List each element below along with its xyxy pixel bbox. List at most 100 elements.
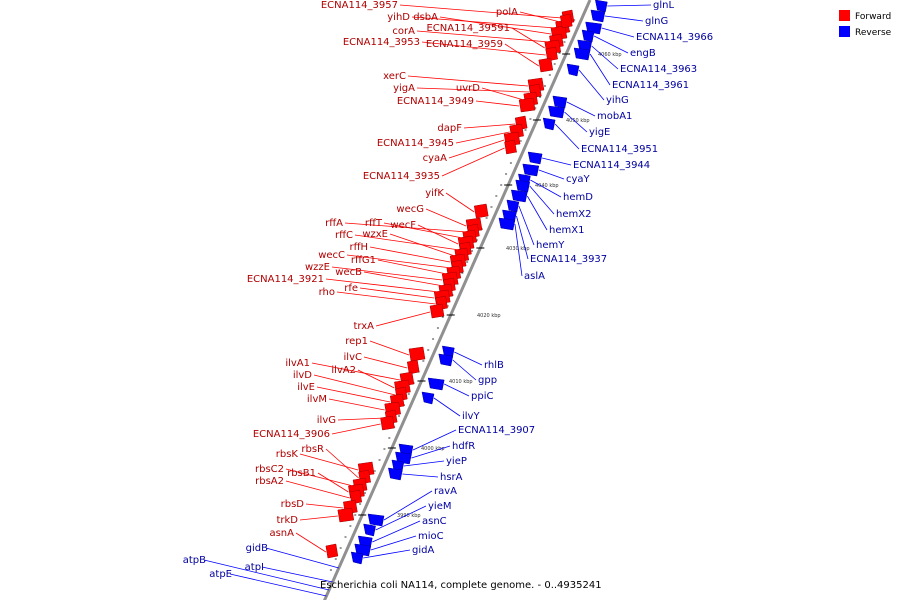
forward-gene-feature	[380, 415, 395, 431]
reverse-gene-label: ECNA114_3907	[458, 425, 535, 436]
reverse-gene-leader	[530, 179, 562, 198]
forward-gene-leader	[377, 259, 447, 275]
forward-gene-label: rep1	[345, 336, 368, 347]
forward-gene-label: ECNA114_3945	[377, 138, 454, 149]
reverse-gene-label: glnL	[653, 0, 674, 11]
forward-gene-leader	[369, 340, 410, 356]
forward-gene-label: rffC	[335, 230, 353, 241]
forward-gene-leader	[441, 147, 505, 177]
forward-gene-leader	[305, 503, 344, 509]
reverse-gene-label: hsrA	[440, 472, 463, 483]
reverse-gene-label: cyaY	[566, 174, 591, 185]
forward-gene-label: asnA	[269, 528, 294, 539]
forward-gene-leader	[316, 386, 391, 403]
forward-gene-label: ECNA114_3921	[247, 274, 324, 285]
reverse-gene-label: ECNA114_3966	[636, 32, 713, 43]
reverse-gene-label: atpI	[245, 562, 264, 573]
forward-gene-label: ECNA114_39591	[426, 23, 510, 34]
forward-gene-leader	[285, 468, 354, 487]
reverse-gene-label: ECNA114_3937	[530, 254, 607, 265]
forward-gene-label: ECNA114_3935	[363, 171, 440, 182]
forward-gene-feature	[406, 359, 420, 375]
reverse-gene-label: hemX2	[556, 209, 591, 220]
forward-gene-leader	[363, 356, 408, 369]
forward-gene-feature	[325, 543, 339, 559]
reverse-gene-feature	[548, 105, 565, 119]
forward-gene-label: ilvA2	[331, 365, 356, 376]
forward-gene-label: corA	[392, 26, 415, 37]
forward-gene-leader	[354, 234, 460, 251]
forward-gene-label: ilvA1	[285, 358, 310, 369]
tick-label: 4000 kbp	[421, 446, 445, 452]
genome-backbone	[323, 0, 592, 600]
forward-gene-label: ECNA114_3949	[397, 96, 474, 107]
reverse-gene-leader	[607, 4, 652, 7]
reverse-gene-leader	[591, 45, 619, 70]
reverse-gene-feature	[395, 451, 412, 465]
reverse-gene-leader	[402, 473, 439, 478]
forward-gene-leader	[295, 532, 327, 553]
tick-label: 4030 kbp	[506, 246, 530, 252]
forward-gene-feature	[337, 507, 355, 523]
reverse-gene-leader	[363, 549, 411, 559]
reverse-gene-feature	[566, 63, 580, 77]
reverse-gene-leader	[203, 559, 330, 591]
reverse-gene-feature	[427, 377, 445, 391]
reverse-gene-label: ppiC	[471, 391, 493, 402]
reverse-gene-label: gpp	[478, 375, 497, 386]
reverse-gene-feature	[542, 117, 556, 131]
forward-gene-leader	[411, 16, 556, 29]
forward-gene-leader	[421, 41, 546, 56]
reverse-gene-feature	[590, 9, 606, 23]
forward-gene-leader	[325, 448, 359, 479]
forward-gene-label: rffT	[365, 218, 383, 229]
tick-label: 4060 kbp	[598, 52, 622, 58]
forward-gene-label: yihD	[387, 12, 410, 23]
reverse-gene-leader	[542, 157, 572, 166]
forward-gene-label: rbsC2	[255, 464, 284, 475]
reverse-gene-leader	[433, 397, 461, 417]
reverse-gene-label: yihG	[606, 95, 629, 106]
forward-gene-leader	[337, 417, 386, 421]
forward-gene-leader	[299, 515, 338, 521]
reverse-gene-feature	[350, 551, 364, 565]
forward-gene-leader	[331, 423, 381, 435]
forward-gene-label: rbsD	[281, 499, 305, 510]
forward-gene-leader	[417, 224, 459, 245]
reverse-gene-feature	[498, 217, 516, 231]
forward-gene-leader	[481, 87, 524, 101]
reverse-gene-feature	[511, 189, 528, 203]
reverse-gene-label: hemD	[563, 192, 593, 203]
forward-gene-leader	[299, 453, 359, 471]
reverse-gene-label: asnC	[422, 516, 447, 527]
reverse-gene-label: ECNA114_3944	[573, 160, 650, 171]
reverse-gene-leader	[372, 520, 421, 543]
reverse-gene-feature	[585, 21, 602, 35]
forward-gene-feature	[559, 13, 573, 29]
tick-label: 4040 kbp	[535, 183, 559, 189]
reverse-gene-leader	[566, 101, 596, 117]
forward-gene-label: ilvC	[344, 352, 362, 363]
legend-reverse-swatch	[839, 26, 850, 37]
reverse-gene-label: rhlB	[484, 360, 504, 371]
forward-gene-label: ECNA114_3953	[343, 37, 420, 48]
forward-gene-leader	[455, 131, 510, 144]
genome-backbone-layer	[323, 0, 592, 600]
forward-gene-label: ilvM	[307, 394, 327, 405]
tick-label: 4020 kbp	[477, 313, 501, 319]
forward-gene-label: rbsA2	[255, 476, 284, 487]
forward-gene-leader	[416, 30, 550, 43]
reverse-gene-feature	[515, 179, 531, 193]
forward-gene-leader	[363, 271, 444, 287]
forward-gene-label: dsbA	[413, 12, 438, 23]
tick-layer: 4060 kbp 4050 kbp 4040 kbp 4030 kbp 4020 kbp…	[325, 19, 622, 582]
forward-gene-leader	[439, 16, 552, 35]
reverse-gene-label: gidA	[412, 545, 434, 556]
reverse-gene-leader	[514, 223, 523, 277]
forward-gene-leader	[475, 100, 520, 107]
reverse-gene-leader	[452, 359, 477, 381]
reverse-gene-leader	[554, 123, 580, 150]
reverse-gene-label: ilvY	[462, 411, 480, 422]
reverse-gene-leader	[529, 185, 555, 215]
